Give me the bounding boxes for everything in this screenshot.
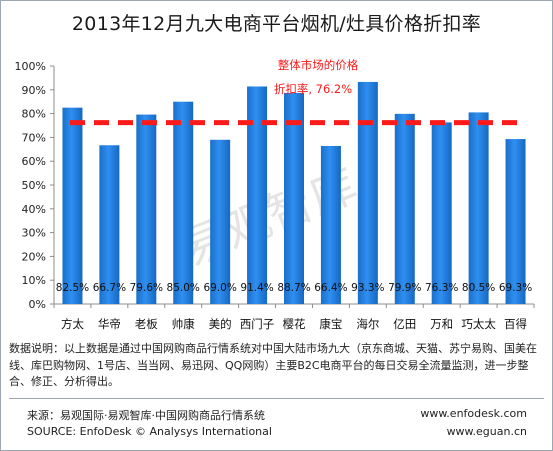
data-note: 数据说明：以上数据是通过中国网购商品行情系统对中国大陆市场九大（京东商城、天猫、…	[9, 342, 537, 388]
y-tick-label: 10%	[22, 274, 46, 287]
x-tick-label: 樱花	[283, 317, 306, 331]
bar	[62, 107, 83, 305]
bar	[136, 114, 157, 304]
bar	[173, 101, 194, 304]
y-tick-label: 50%	[22, 179, 46, 192]
data-label: 93.3%	[351, 282, 384, 294]
bar	[210, 139, 231, 304]
data-label: 66.7%	[93, 282, 126, 294]
reference-label-line1: 整体市场的价格	[278, 58, 359, 72]
x-tick-label: 美的	[209, 317, 232, 331]
x-tick-label: 巧太太	[461, 317, 496, 331]
y-tick-label: 40%	[22, 203, 46, 216]
x-tick-label: 方太	[61, 317, 84, 331]
x-tick-label: 华帝	[98, 317, 121, 331]
data-label: 69.3%	[499, 282, 532, 294]
source-en: SOURCE: EnfoDesk © Analysys Internationa…	[27, 425, 272, 438]
y-tick-label: 80%	[22, 108, 46, 121]
y-tick-label: 70%	[22, 131, 46, 144]
data-label: 69.0%	[203, 282, 236, 294]
data-label: 79.6%	[130, 282, 163, 294]
bar	[99, 145, 120, 304]
bar	[468, 112, 489, 304]
x-tick-label: 西门子	[240, 317, 275, 331]
data-label: 88.7%	[277, 282, 310, 294]
source-cn: 来源：易观国际·易观智库·中国网购商品行情系统	[27, 409, 265, 422]
y-tick-label: 60%	[22, 155, 46, 168]
bar	[431, 122, 452, 304]
bar-chart: 易观智库 0%10%20%30%40%50%60%70%80%90%100% 整…	[15, 58, 535, 331]
bar	[357, 81, 378, 304]
y-tick-label: 20%	[22, 250, 46, 263]
url-enfodesk: www.enfodesk.com	[420, 407, 527, 420]
y-tick-label: 0%	[29, 298, 46, 311]
data-label: 66.4%	[314, 282, 347, 294]
x-tick-label: 康宝	[319, 317, 342, 331]
divider-line	[9, 398, 544, 399]
data-label: 82.5%	[56, 282, 89, 294]
data-label: 80.5%	[462, 282, 495, 294]
x-tick-label: 老板	[135, 317, 158, 331]
x-tick-label: 帅康	[172, 317, 195, 331]
x-tick-label: 海尔	[356, 317, 379, 331]
bar	[284, 92, 304, 304]
data-label: 76.3%	[425, 282, 458, 294]
url-eguan: www.eguan.cn	[446, 425, 527, 438]
reference-label-line2: 折扣率, 76.2%	[274, 82, 352, 96]
bar	[247, 86, 268, 304]
data-label: 79.9%	[388, 282, 421, 294]
data-label: 85.0%	[167, 282, 200, 294]
bar	[394, 113, 415, 304]
bar	[320, 145, 341, 304]
y-tick-label: 100%	[15, 60, 46, 73]
y-tick-label: 90%	[22, 84, 46, 97]
chart-title: 2013年12月九大电商平台烟机/灶具价格折扣率	[71, 13, 482, 35]
y-tick-label: 30%	[22, 227, 46, 240]
x-tick-label: 百得	[504, 317, 527, 331]
x-tick-label: 亿田	[393, 317, 416, 331]
x-tick-label: 万和	[430, 317, 453, 331]
bar	[505, 139, 526, 304]
data-label: 91.4%	[240, 282, 273, 294]
